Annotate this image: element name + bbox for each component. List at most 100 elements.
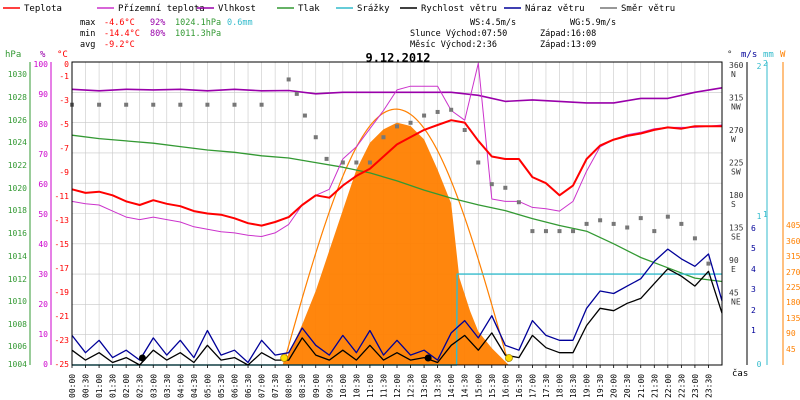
legend-label-tlak: Tlak	[298, 4, 320, 14]
hpa-tick: 1014	[8, 252, 27, 261]
x-tick-label: 23:30	[704, 374, 713, 398]
wind-direction-point	[324, 156, 329, 161]
x-tick-label: 21:30	[650, 374, 659, 398]
degc-tick: -5	[59, 120, 69, 129]
rain-scale-tick: 2	[763, 59, 768, 68]
wind-direction-point	[395, 124, 399, 129]
x-tick-label: 13:00	[420, 374, 429, 398]
pct-tick: 40	[38, 240, 48, 249]
direction-tick: 315	[729, 94, 744, 103]
info-wg: WG:5.9m/s	[570, 18, 616, 28]
x-tick-label: 01:00	[95, 374, 104, 398]
direction-tick: 90	[729, 256, 739, 265]
pct-tick: 0	[43, 360, 48, 369]
info-ws: WS:4.5m/s	[470, 18, 516, 28]
pct-tick: 50	[38, 210, 48, 219]
degc-tick: -17	[55, 264, 70, 273]
info-moonrise: Měsíc Východ:2:36	[410, 40, 497, 50]
info-block: WS:4.5m/s WG:5.9m/s Slunce Východ:07:50 …	[410, 18, 616, 50]
degc-tick: 0	[64, 60, 69, 69]
stats-max-temp: -4.6°C	[104, 18, 135, 28]
wind-direction-point	[584, 221, 589, 226]
stats-min-label: min	[80, 29, 95, 39]
wind-direction-point	[462, 128, 467, 132]
wm2-tick: 405	[786, 221, 800, 230]
moon-marker	[138, 354, 146, 362]
ms-ticks: 2 1 0 6 5 4 3 2 1	[751, 62, 762, 369]
x-tick-label: 07:30	[271, 374, 280, 398]
hpa-tick: 1010	[8, 297, 27, 306]
x-tick-label: 20:30	[623, 374, 632, 398]
mm-tick: 2	[757, 62, 762, 71]
wind-direction-point	[422, 113, 427, 118]
direction-tick: SE	[731, 233, 741, 242]
chart-title: 9.12.2012	[365, 51, 430, 65]
direction-tick: 45	[729, 289, 739, 298]
x-tick-label: 23:00	[691, 374, 700, 398]
direction-tick: W	[731, 135, 736, 144]
degc-tick: -21	[55, 312, 70, 321]
direction-tick: S	[731, 200, 736, 209]
axis-title-ms: m/s	[741, 50, 757, 60]
x-tick-label: 06:30	[244, 374, 253, 398]
wind-direction-point	[679, 221, 684, 226]
stats-min-temp: -14.4°C	[104, 29, 140, 39]
x-tick-label: 04:00	[176, 374, 185, 398]
hpa-tick: 1008	[8, 320, 27, 329]
wind-direction-point	[476, 160, 481, 165]
legend-label-srazky: Srážky	[357, 4, 390, 14]
axis-title-wm2: W	[780, 50, 786, 60]
stats-max-rain: 0.6mm	[227, 18, 253, 28]
stats-min-hum: 80%	[150, 29, 165, 39]
wind-direction-point	[516, 200, 521, 205]
wind-direction-point	[611, 221, 616, 226]
series-line-humidity	[71, 87, 723, 104]
direction-tick: 225	[729, 159, 744, 168]
x-tick-label: 11:00	[366, 374, 375, 398]
pct-tick: 70	[38, 150, 48, 159]
wind-direction-point	[381, 135, 386, 140]
wm2-ticks: 405 360 315 270 225 180 135 90 45	[786, 221, 800, 354]
wm2-tick: 45	[786, 345, 796, 354]
ms-tick: 6	[751, 224, 756, 233]
hpa-tick: 1018	[8, 206, 27, 215]
hpa-tick: 1024	[8, 138, 27, 147]
sun-marker	[505, 354, 513, 362]
stats-max-label: max	[80, 18, 95, 28]
wind-direction-point	[294, 91, 299, 96]
wm2-tick: 270	[786, 268, 800, 277]
series-line-pressure	[71, 134, 723, 283]
wind-direction-point	[489, 182, 494, 187]
pct-ticks: 100 90 80 70 60 50 40 30 20 10 0	[34, 60, 49, 369]
x-tick-label: 12:30	[407, 374, 416, 398]
degc-tick: -3	[59, 96, 69, 105]
series-line-wind-gust	[71, 248, 723, 364]
wm2-tick: 180	[786, 298, 800, 307]
x-tick-label: 12:00	[393, 374, 402, 398]
x-tick-label: 15:00	[474, 374, 483, 398]
x-tick-label: 04:30	[190, 374, 199, 398]
solar-layer	[282, 108, 509, 366]
wind-direction-point	[302, 113, 307, 118]
axis-title-pct: %	[40, 50, 46, 60]
pct-tick: 20	[38, 300, 48, 309]
stats-max-hum: 92%	[150, 18, 165, 28]
legend-label-rychlost-vetru: Rychlost větru	[421, 4, 497, 14]
pct-tick: 60	[38, 180, 48, 189]
axis-headers: hPa % °C ° m/s mm W	[5, 50, 786, 60]
moon-marker	[424, 354, 432, 362]
hpa-tick: 1026	[8, 116, 27, 125]
wind-direction-point	[313, 135, 318, 140]
ms-tick: 3	[751, 285, 756, 294]
direction-tick: E	[731, 265, 736, 274]
direction-tick: NW	[731, 103, 741, 112]
x-tick-label: 22:00	[664, 374, 673, 398]
x-tick-label: 18:00	[556, 374, 565, 398]
degc-tick: -13	[55, 216, 70, 225]
wm2-tick: 225	[786, 283, 800, 292]
info-sunset: Západ:16:08	[540, 29, 596, 39]
wind-direction-point	[259, 102, 264, 107]
hpa-tick: 1006	[8, 342, 27, 351]
direction-tick: 360	[729, 61, 744, 70]
x-tick-label: 07:00	[258, 374, 267, 398]
